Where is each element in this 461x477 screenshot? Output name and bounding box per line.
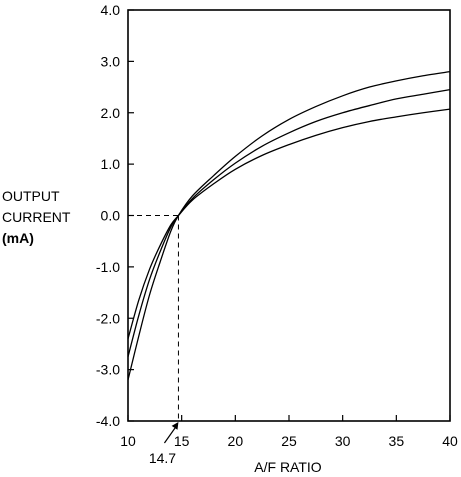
y-tick-label: 3.0 [101,53,121,69]
y-tick-label: -1.0 [96,259,120,275]
y-axis-title-line-1: OUTPUT [2,188,60,204]
series-line-2 [127,88,451,357]
x-tick-label: 40 [442,433,458,449]
annotation-arrowhead [171,422,179,430]
x-tick-label: 15 [174,433,190,449]
annotation-label: 14.7 [149,450,176,466]
x-tick-label: 30 [335,433,351,449]
x-axis-title: A/F RATIO [254,459,322,475]
y-tick-label: -3.0 [96,362,120,378]
series-line-1 [127,108,451,339]
y-tick-label: -4.0 [96,413,120,429]
y-tick-label: -2.0 [96,310,120,326]
annotation-pointer-line [163,425,177,444]
y-tick-label: 4.0 [101,2,121,18]
y-tick-label: 2.0 [101,105,121,121]
y-tick-label: 1.0 [101,156,121,172]
x-tick-label: 25 [281,433,297,449]
x-tick-label: 10 [120,433,136,449]
y-tick-label: 0.0 [101,208,121,224]
series-line-3 [127,71,451,381]
y-axis-title-line-2: CURRENT [2,209,71,225]
x-tick-label: 35 [389,433,405,449]
x-tick-label: 20 [228,433,244,449]
plot-frame [127,9,451,422]
y-axis-title-unit: (mA) [2,230,34,246]
